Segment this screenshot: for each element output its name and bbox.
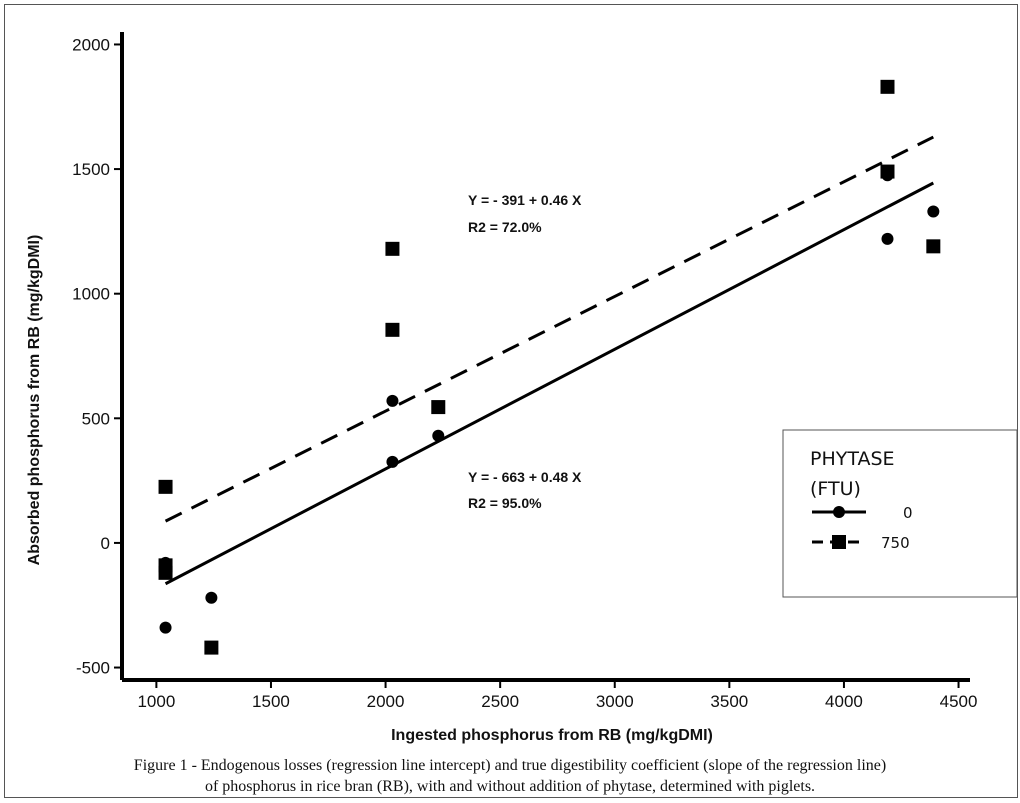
x-axis-title: Ingested phosphorus from RB (mg/kgDMI) <box>391 727 713 744</box>
x-tick-label: 1500 <box>252 692 290 711</box>
x-tick-label: 1000 <box>137 692 175 711</box>
legend-marker-750 <box>832 535 846 549</box>
x-tick-label: 3000 <box>596 692 634 711</box>
legend-title-2: (FTU) <box>810 478 861 500</box>
point-0 <box>432 429 445 442</box>
point-750 <box>880 79 895 94</box>
point-750 <box>158 479 173 494</box>
equation-0: Y = - 663 + 0.48 X <box>468 469 582 485</box>
caption-line-1: Figure 1 - Endogenous losses (regression… <box>133 757 887 774</box>
r2-750: R2 = 72.0% <box>468 219 542 235</box>
y-tick-label: 0 <box>101 534 110 553</box>
legend-marker-0 <box>833 506 845 518</box>
point-750 <box>431 400 446 415</box>
point-0 <box>386 455 399 468</box>
x-tick-label: 4500 <box>940 692 978 711</box>
point-750 <box>385 241 400 256</box>
figure-caption: Figure 1 - Endogenous losses (regression… <box>4 755 1016 797</box>
point-750 <box>880 164 895 179</box>
scatter-chart: -500 0 500 1000 1500 2000 1000 1500 2000 2500 300… <box>26 32 1018 744</box>
data-points <box>158 79 941 655</box>
legend-label-750: 750 <box>881 534 910 552</box>
figure-frame <box>4 4 1018 798</box>
point-0 <box>159 621 172 634</box>
y-tick-label: 1500 <box>72 160 110 179</box>
x-axis-ticks: 1000 1500 2000 2500 3000 3500 4000 4500 <box>137 680 977 711</box>
point-0 <box>927 205 940 218</box>
y-axis-title: Absorbed phosphorus from RB (mg/kgDMI) <box>26 235 43 566</box>
legend-label-0: 0 <box>903 504 913 522</box>
point-0 <box>386 394 399 407</box>
point-750 <box>385 322 400 337</box>
y-tick-label: -500 <box>76 659 110 678</box>
x-tick-label: 2500 <box>481 692 519 711</box>
y-tick-label: 1000 <box>72 285 110 304</box>
x-tick-label: 3500 <box>710 692 748 711</box>
x-tick-label: 2000 <box>367 692 405 711</box>
legend-title-1: PHYTASE <box>810 448 895 470</box>
point-750 <box>204 640 219 655</box>
point-0 <box>881 232 894 245</box>
point-0 <box>205 591 218 604</box>
y-tick-label: 500 <box>82 409 110 428</box>
x-tick-label: 4000 <box>825 692 863 711</box>
y-tick-label: 2000 <box>72 35 110 54</box>
legend: PHYTASE (FTU) 0 750 <box>782 429 1018 598</box>
caption-line-2: of phosphorus in rice bran (RB), with an… <box>204 778 816 795</box>
y-axis-ticks: -500 0 500 1000 1500 2000 <box>72 35 122 678</box>
r2-0: R2 = 95.0% <box>468 495 542 511</box>
equation-750: Y = - 391 + 0.46 X <box>468 192 582 208</box>
point-750 <box>926 239 941 254</box>
point-750 <box>158 565 173 580</box>
regression-line-0 <box>164 181 935 586</box>
regression-lines <box>164 135 935 586</box>
